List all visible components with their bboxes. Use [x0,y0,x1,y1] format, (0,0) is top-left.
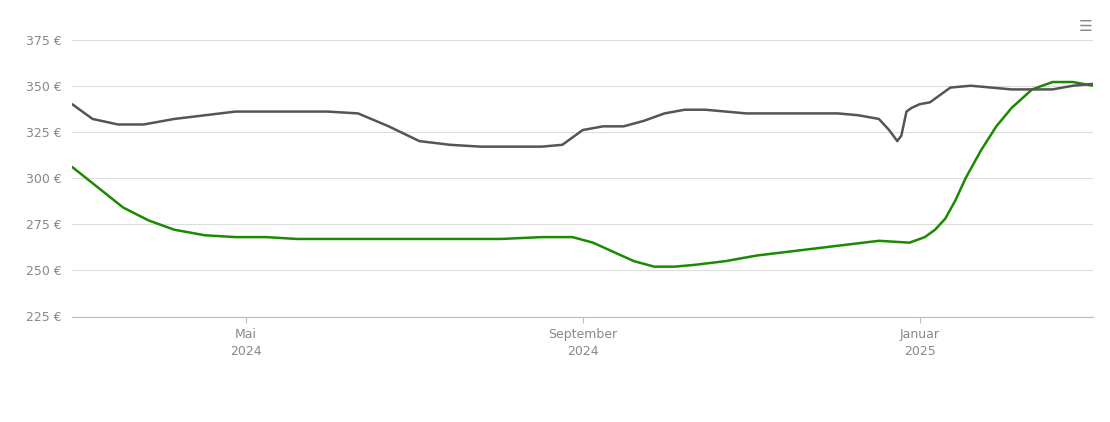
Text: ☰: ☰ [1079,19,1092,34]
